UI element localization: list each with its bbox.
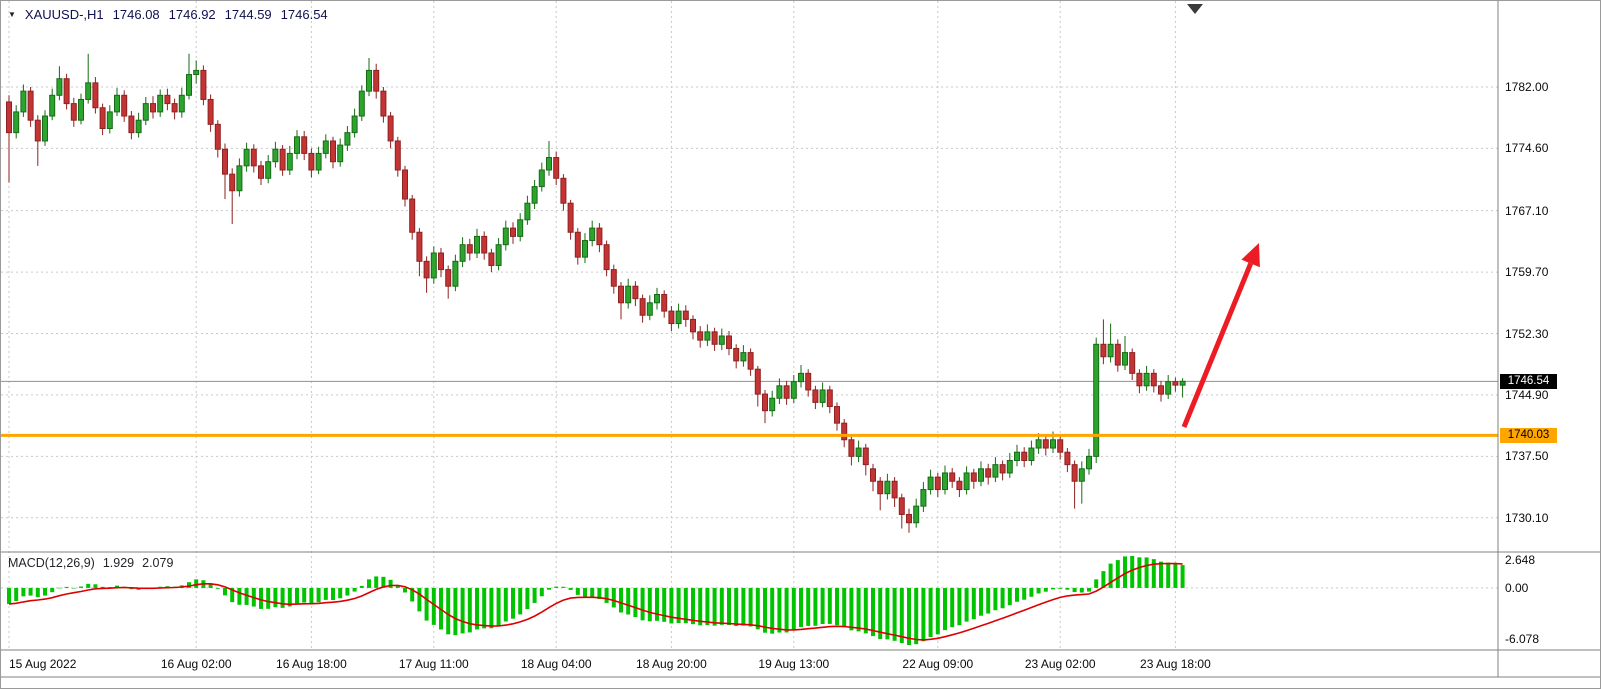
price-axis[interactable]: 1782.00 1774.60 1767.10 1759.70 1752.30 1744.… [1505,1,1600,688]
price-axis-label: 1744.90 [1505,387,1549,402]
current-price-tag: 1746.54 [1500,373,1557,389]
macd-histogram [7,556,1185,645]
macd-main-value: 1.929 [102,556,135,570]
time-axis-label: 18 Aug 20:00 [636,657,707,671]
macd-name-label: MACD(12,26,9) [8,556,95,570]
symbol-timeframe-label: XAUUSD-,H1 [24,7,104,22]
macd-axis-label: -6.078 [1505,632,1540,646]
hline-price-tag: 1740.03 [1500,427,1557,443]
time-axis[interactable]: 15 Aug 2022 16 Aug 02:00 16 Aug 18:00 17 Au… [1,657,1498,675]
trend-arrow-head[interactable] [1241,243,1260,268]
chevron-down-icon[interactable]: ▼ [8,10,16,19]
price-axis-label: 1782.00 [1505,80,1549,94]
price-axis-label: 1767.10 [1505,203,1549,218]
macd-signal-line [8,562,1183,641]
time-axis-label: 17 Aug 11:00 [398,657,469,671]
time-axis-label: 23 Aug 02:00 [1024,657,1096,671]
candlesticks [6,53,1186,533]
time-axis-label: 16 Aug 18:00 [276,657,347,671]
time-axis-label: 16 Aug 02:00 [160,657,232,671]
time-axis-label: 15 Aug 2022 [9,657,77,671]
time-axis-label: 18 Aug 04:00 [520,657,592,671]
price-axis-label: 1737.50 [1505,449,1549,464]
macd-scale: 2.648 0.00 -6.078 [1505,1,1600,688]
price-axis-label: 1774.60 [1505,141,1549,156]
time-axis-label: 22 Aug 09:00 [902,657,974,671]
price-axis-label: 1730.10 [1505,510,1549,525]
price-axis-label: 1752.30 [1505,326,1549,341]
open-value: 1746.08 [112,7,160,22]
macd-axis-label: 2.648 [1505,553,1536,567]
macd-signal-value: 2.079 [142,556,174,570]
close-value: 1746.54 [280,7,328,22]
macd-axis-label: 0.00 [1505,580,1529,595]
high-value: 1746.92 [168,7,216,22]
macd-indicator-header: MACD(12,26,9) 1.929 2.079 [8,556,181,570]
chart-shift-marker-icon[interactable] [1187,4,1203,14]
low-value: 1744.59 [224,7,272,22]
symbol-ohlc-header: ▼ XAUUSD-,H1 1746.08 1746.92 1744.59 1746.54 [8,7,337,22]
price-axis-label: 1759.70 [1505,265,1549,280]
time-axis-label: 23 Aug 18:00 [1140,657,1211,671]
trend-arrow[interactable] [1181,262,1254,428]
time-axis-label: 19 Aug 13:00 [758,657,830,671]
gridlines [1,1,1498,649]
